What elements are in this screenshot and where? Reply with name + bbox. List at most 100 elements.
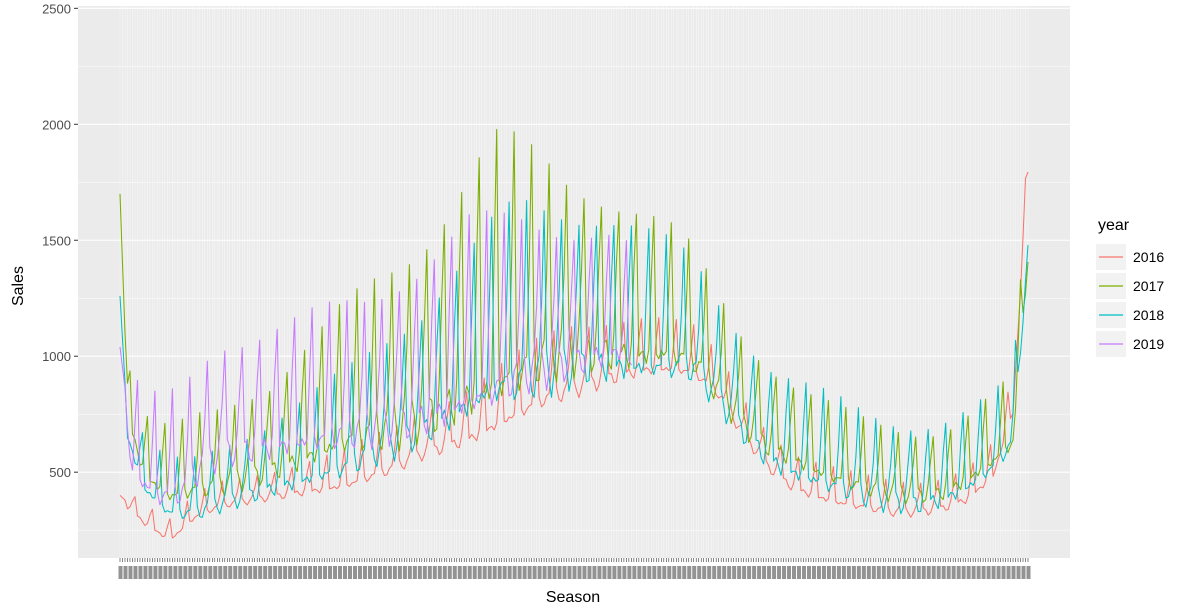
x-tick-label-mark — [841, 566, 846, 579]
x-tick-label-mark — [377, 566, 382, 579]
x-tick-label-mark — [1026, 566, 1031, 579]
x-tick-label-mark — [707, 566, 712, 579]
x-tick-label-mark — [946, 566, 951, 579]
x-tick-label-mark — [801, 566, 806, 579]
x-tick-label-mark — [667, 566, 672, 579]
x-tick-label-mark — [846, 566, 851, 579]
x-tick-label-mark — [622, 566, 627, 579]
series-layer — [119, 128, 1029, 539]
x-tick-label-mark — [308, 566, 313, 579]
x-tick-label-mark — [387, 566, 392, 579]
x-tick-label-mark — [542, 566, 547, 579]
x-tick-label-mark — [752, 566, 757, 579]
x-tick-label-mark — [806, 566, 811, 579]
x-tick-label-mark — [1001, 566, 1006, 579]
y-tick-label: 2500 — [42, 1, 71, 16]
x-tick-label-mark — [732, 566, 737, 579]
x-tick-label-mark — [782, 566, 787, 579]
x-tick-label-mark — [597, 566, 602, 579]
x-tick-label-mark — [762, 566, 767, 579]
x-tick-label-mark — [662, 566, 667, 579]
x-tick-label-mark — [727, 566, 732, 579]
x-tick-label-mark — [512, 566, 517, 579]
x-tick-label-mark — [148, 566, 153, 579]
x-tick-label-mark — [547, 566, 552, 579]
x-tick-label-mark — [567, 566, 572, 579]
x-tick-label-mark — [492, 566, 497, 579]
x-tick-label-mark — [627, 566, 632, 579]
axis-layer: 500 1000 1500 2000 2500 — [42, 1, 1031, 579]
legend-label-2017: 2017 — [1133, 278, 1164, 294]
x-tick-label-mark — [552, 566, 557, 579]
x-tick-label-mark — [607, 566, 612, 579]
x-tick-label-mark — [677, 566, 682, 579]
x-tick-label-mark — [482, 566, 487, 579]
x-tick-label-mark — [891, 566, 896, 579]
x-tick-label-mark — [283, 566, 288, 579]
x-tick-label-mark — [253, 566, 258, 579]
x-tick-label-mark — [467, 566, 472, 579]
x-tick-label-mark — [712, 566, 717, 579]
x-tick-label-mark — [1011, 566, 1016, 579]
x-tick-label-mark — [362, 566, 367, 579]
x-tick-label-mark — [876, 566, 881, 579]
x-tick-label-mark — [911, 566, 916, 579]
x-tick-label-mark — [213, 566, 218, 579]
x-tick-label-mark — [742, 566, 747, 579]
x-tick-label-mark — [637, 566, 642, 579]
x-tick-label-mark — [487, 566, 492, 579]
x-tick-label-mark — [188, 566, 193, 579]
x-tick-label-mark — [293, 566, 298, 579]
x-tick-label-mark — [268, 566, 273, 579]
x-tick-label-mark — [996, 566, 1001, 579]
x-tick-label-mark — [836, 566, 841, 579]
x-tick-label-mark — [657, 566, 662, 579]
legend-label-2016: 2016 — [1133, 249, 1164, 265]
x-tick-label-mark — [318, 566, 323, 579]
x-tick-label-mark — [392, 566, 397, 579]
x-tick-label-mark — [397, 566, 402, 579]
x-tick-label-mark — [407, 566, 412, 579]
x-tick-label-mark — [816, 566, 821, 579]
x-tick-label-mark — [896, 566, 901, 579]
x-tick-label-mark — [747, 566, 752, 579]
x-tick-label-mark — [851, 566, 856, 579]
x-tick-label-mark — [926, 566, 931, 579]
x-tick-label-mark — [412, 566, 417, 579]
x-tick-label-mark — [128, 566, 133, 579]
x-tick-label-mark — [702, 566, 707, 579]
x-tick-label-mark — [352, 566, 357, 579]
x-tick-label-mark — [158, 566, 163, 579]
x-tick-label-mark — [612, 566, 617, 579]
x-tick-label-mark — [617, 566, 622, 579]
x-tick-label-mark — [243, 566, 248, 579]
x-tick-label-mark — [767, 566, 772, 579]
x-tick-label-mark — [273, 566, 278, 579]
x-tick-label-mark — [976, 566, 981, 579]
x-tick-label-mark — [123, 566, 128, 579]
x-tick-label-mark — [866, 566, 871, 579]
x-tick-label-mark — [193, 566, 198, 579]
x-tick-label-mark — [497, 566, 502, 579]
x-tick-label-mark — [228, 566, 233, 579]
x-tick-label-mark — [328, 566, 333, 579]
x-tick-label-mark — [831, 566, 836, 579]
x-tick-label-mark — [198, 566, 203, 579]
x-tick-label-mark — [532, 566, 537, 579]
x-tick-label-mark — [517, 566, 522, 579]
x-tick-label-mark — [218, 566, 223, 579]
x-tick-label-mark — [343, 566, 348, 579]
x-tick-label-mark — [278, 566, 283, 579]
x-tick-label-mark — [427, 566, 432, 579]
legend-label-2018: 2018 — [1133, 307, 1164, 323]
x-tick-label-mark — [941, 566, 946, 579]
x-tick-label-mark — [572, 566, 577, 579]
x-tick-label-mark — [687, 566, 692, 579]
x-tick-label-mark — [452, 566, 457, 579]
x-tick-label-mark — [347, 566, 352, 579]
x-tick-label-mark — [138, 566, 143, 579]
x-tick-label-mark — [787, 566, 792, 579]
x-tick-label-mark — [881, 566, 886, 579]
x-tick-label-mark — [856, 566, 861, 579]
